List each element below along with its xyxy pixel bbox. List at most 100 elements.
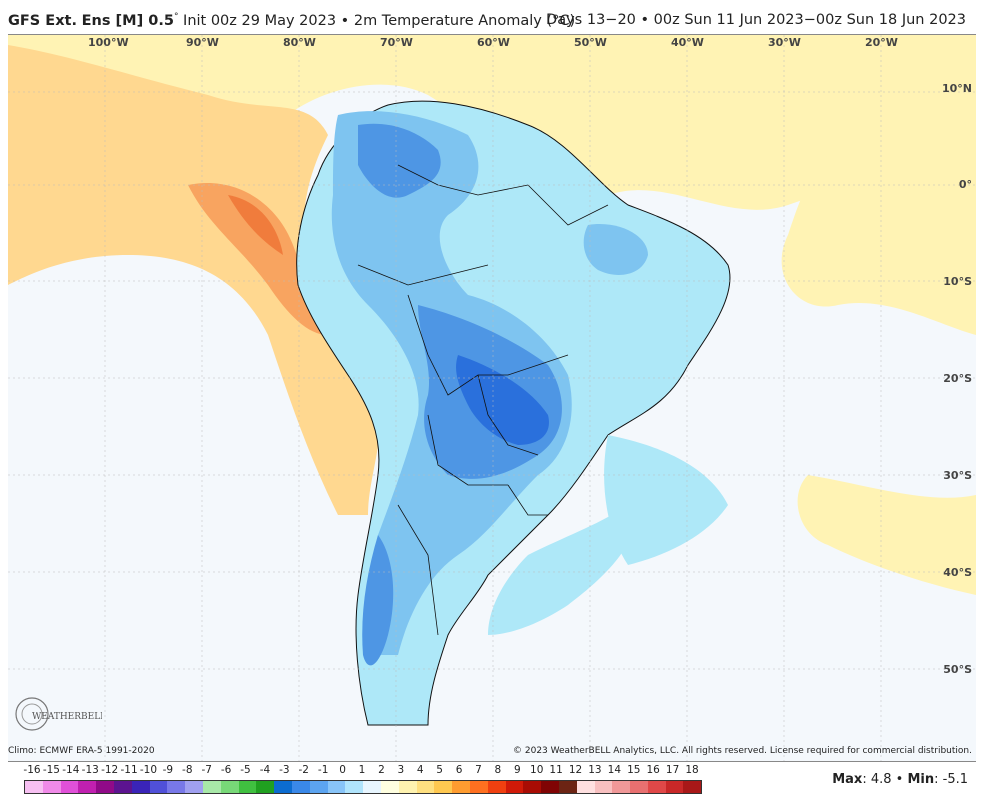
- scale-tick-label: 6: [455, 764, 463, 776]
- scale-swatch: [452, 781, 470, 793]
- scale-swatch: [113, 781, 132, 793]
- scale-tick-label: -10: [139, 764, 158, 776]
- scale-swatch: [202, 781, 221, 793]
- lat-label-0: 0°: [958, 178, 972, 191]
- model-name: GFS Ext.: [8, 12, 77, 29]
- header: GFS Ext. Ens [M] 0.5° Init 00z 29 May 20…: [0, 0, 984, 34]
- graticule: [8, 35, 976, 761]
- field-name: 2m Temperature Anomaly (°C): [353, 12, 576, 29]
- scale-swatch: [505, 781, 524, 793]
- scale-tick-label: 10: [530, 764, 544, 776]
- scale-tick-label: 5: [436, 764, 443, 776]
- lat-label-50s: 50°S: [943, 663, 972, 676]
- lat-label-40s: 40°S: [943, 566, 972, 579]
- scale-tick-label: 12: [568, 764, 583, 776]
- scale-swatch: [327, 781, 346, 793]
- scale-swatch: [220, 781, 239, 793]
- degree-mark: °: [173, 12, 179, 22]
- valid-period: Days 13−20 • 00z Sun 11 Jun 2023−00z Sun…: [546, 12, 966, 28]
- scale-bar: [24, 780, 702, 794]
- scale-swatch: [96, 781, 114, 793]
- scale-swatch: [380, 781, 399, 793]
- scale-tick-label: -15: [42, 764, 60, 776]
- lon-label-90w: 90°W: [186, 36, 219, 49]
- scale-swatch: [291, 781, 310, 793]
- scale-swatch: [238, 781, 257, 793]
- scale-tick-label: 3: [397, 764, 405, 776]
- scale-tick-label: 18: [685, 764, 699, 776]
- min-value: : -5.1: [934, 772, 968, 787]
- init-time: Init 00z 29 May 2023: [183, 12, 337, 29]
- scale-tick-label: -11: [120, 764, 138, 776]
- scale-swatch: [363, 781, 381, 793]
- scale-tick-label: -12: [101, 764, 119, 776]
- scale-tick-label: -14: [62, 764, 80, 776]
- lat-label-10s: 10°S: [943, 275, 972, 288]
- scale-tick-label: 11: [549, 764, 563, 776]
- climo-note: Climo: ECMWF ERA-5 1991-2020: [8, 746, 155, 756]
- warm-pacific-2: [188, 183, 328, 335]
- max-min-stats: Max: 4.8 • Min: -5.1: [832, 772, 968, 787]
- color-scale-legend: -16 -15 -14 -13 -12 -11 -10 -9 -8 -7 -6 -5 -4 -3 -2 -1 0…: [23, 764, 704, 808]
- scale-swatch: [78, 781, 97, 793]
- cold-brazil-ne: [583, 224, 648, 275]
- cold-atlantic: [488, 505, 634, 635]
- title-bullet: •: [340, 12, 350, 29]
- scale-tick-label: 9: [513, 764, 521, 776]
- warm-pacific-3: [228, 195, 283, 255]
- scale-tick-label: -4: [259, 764, 271, 776]
- warm-pacific-1: [8, 45, 381, 515]
- scale-swatch: [469, 781, 488, 793]
- cold-atlantic-2: [604, 435, 728, 565]
- scale-swatch: [256, 781, 275, 793]
- scale-tick-label: -7: [201, 764, 212, 776]
- stats-sep: •: [891, 772, 908, 787]
- cold-layer-4: [456, 355, 549, 445]
- scale-tick-label: 0: [339, 764, 346, 776]
- map-canvas: [8, 35, 976, 761]
- lon-label-20w: 20°W: [865, 36, 898, 49]
- scale-swatch: [487, 781, 506, 793]
- scale-swatch: [345, 781, 364, 793]
- scale-swatch: [630, 781, 648, 793]
- warm-atlantic-east: [781, 135, 976, 335]
- copyright-note: © 2023 WeatherBELL Analytics, LLC. All r…: [513, 746, 972, 756]
- scale-tick-label: 16: [646, 764, 660, 776]
- scale-swatch: [25, 781, 43, 793]
- scale-swatch: [185, 781, 203, 793]
- scale-swatch: [612, 781, 631, 793]
- scale-tick-label: 7: [475, 764, 482, 776]
- scale-tick-label: -3: [279, 764, 290, 776]
- scale-swatch: [149, 781, 168, 793]
- scale-tick-label: 17: [665, 764, 680, 776]
- scale-tick-label: 13: [588, 764, 602, 776]
- scale-tick-label: 14: [607, 764, 622, 776]
- anomaly-map[interactable]: [8, 34, 976, 762]
- logo-text: WEATHERBELL: [32, 712, 102, 722]
- cold-patagonia: [362, 535, 394, 666]
- max-value: : 4.8: [862, 772, 892, 787]
- scale-swatch: [416, 781, 435, 793]
- lon-label-70w: 70°W: [380, 36, 413, 49]
- scale-swatch: [398, 781, 417, 793]
- scale-swatch: [274, 781, 292, 793]
- lat-label-20s: 20°S: [943, 372, 972, 385]
- map-title: GFS Ext. Ens [M] 0.5° Init 00z 29 May 20…: [8, 12, 575, 29]
- scale-swatch: [683, 781, 702, 793]
- cold-colombia: [358, 123, 441, 198]
- scale-tick-label: 15: [627, 764, 641, 776]
- scale-tick-label: -6: [220, 764, 232, 776]
- scale-swatch: [594, 781, 613, 793]
- scale-tick-label: -5: [240, 764, 251, 776]
- lon-label-30w: 30°W: [768, 36, 801, 49]
- scale-tick-label: 8: [494, 764, 502, 776]
- min-label: Min: [907, 772, 935, 787]
- scale-tick-label: 2: [378, 764, 385, 776]
- warm-band-north: [8, 35, 976, 245]
- lon-label-100w: 100°W: [88, 36, 129, 49]
- scale-swatch: [60, 781, 79, 793]
- scale-tick-label: -1: [317, 764, 329, 776]
- scale-swatch: [131, 781, 150, 793]
- lat-label-10n: 10°N: [941, 82, 972, 95]
- logo-swirl-inner: [21, 703, 43, 725]
